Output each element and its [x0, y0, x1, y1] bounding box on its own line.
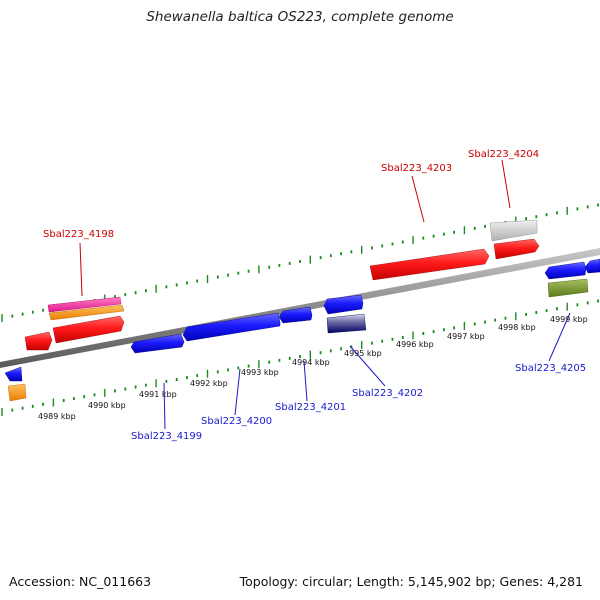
feature-blue-arrow[interactable]	[4, 366, 23, 382]
feature-navy-bar[interactable]	[326, 313, 367, 334]
feature-orange-bar[interactable]	[7, 383, 27, 402]
gene-label-reverse[interactable]: Sbal223_4199	[131, 431, 202, 442]
kbp-label: 4993 kbp	[241, 368, 279, 377]
feature-red-arrow[interactable]	[52, 315, 125, 344]
kbp-label: 4991 kbp	[139, 390, 177, 399]
reverse-gene-labels: Sbal223_4199 Sbal223_4200 Sbal223_4201 S…	[131, 312, 586, 442]
callout-line	[349, 345, 386, 387]
feature-blue-arrow[interactable]	[544, 261, 587, 280]
kbp-label: 4999 kbp	[550, 315, 588, 324]
feature-magenta-bar[interactable]	[47, 296, 122, 313]
feature-red-arrow[interactable]	[493, 238, 540, 260]
feature-blue-arrow[interactable]	[278, 306, 313, 324]
reverse-strand-features	[4, 258, 600, 402]
gene-label-reverse[interactable]: Sbal223_4200	[201, 416, 272, 427]
feature-red-arrow[interactable]	[24, 331, 53, 351]
feature-red-arrow[interactable]	[369, 248, 490, 281]
kbp-label: 4998 kbp	[498, 323, 536, 332]
callout-line	[548, 312, 571, 362]
kbp-label: 4997 kbp	[447, 332, 485, 341]
callout-line	[234, 368, 241, 416]
accession-text: Accession: NC_011663	[9, 574, 152, 589]
kbp-label: 4990 kbp	[88, 401, 126, 410]
gene-label-reverse[interactable]: Sbal223_4201	[275, 402, 346, 413]
callout-line	[163, 382, 166, 430]
gene-label-forward[interactable]: Sbal223_4198	[43, 229, 114, 240]
gene-label-forward[interactable]: Sbal223_4203	[381, 163, 452, 174]
feature-blue-arrow[interactable]	[584, 258, 600, 274]
kbp-label: 4992 kbp	[190, 379, 228, 388]
kbp-label: 4995 kbp	[344, 349, 382, 358]
gene-label-reverse[interactable]: Sbal223_4205	[515, 363, 586, 374]
feature-blue-arrow[interactable]	[323, 294, 364, 315]
genome-summary-text: Topology: circular; Length: 5,145,902 bp…	[239, 574, 583, 589]
feature-gray-bar[interactable]	[489, 219, 538, 242]
callout-line	[79, 242, 83, 297]
position-axis-labels: 4989 kbp 4990 kbp 4991 kbp 4992 kbp 4993…	[38, 315, 588, 421]
feature-orange-bar[interactable]	[48, 304, 125, 321]
genome-backbone	[0, 248, 600, 368]
forward-gene-labels: Sbal223_4198 Sbal223_4203 Sbal223_4204	[43, 149, 539, 297]
gene-label-reverse[interactable]: Sbal223_4202	[352, 388, 423, 399]
genome-title: Shewanella baltica OS223, complete genom…	[146, 9, 454, 25]
feature-olive-bar[interactable]	[547, 278, 589, 298]
kbp-label: 4996 kbp	[396, 340, 434, 349]
forward-strand-features	[24, 219, 540, 351]
reverse-strand-tick-track	[1, 299, 599, 416]
gene-label-forward[interactable]: Sbal223_4204	[468, 149, 539, 160]
kbp-label: 4994 kbp	[292, 358, 330, 367]
callout-line	[303, 360, 308, 402]
callout-line	[411, 175, 425, 223]
feature-blue-arrow[interactable]	[182, 312, 281, 342]
feature-blue-arrow[interactable]	[130, 333, 185, 354]
kbp-label: 4989 kbp	[38, 412, 76, 421]
callout-line	[501, 159, 511, 209]
